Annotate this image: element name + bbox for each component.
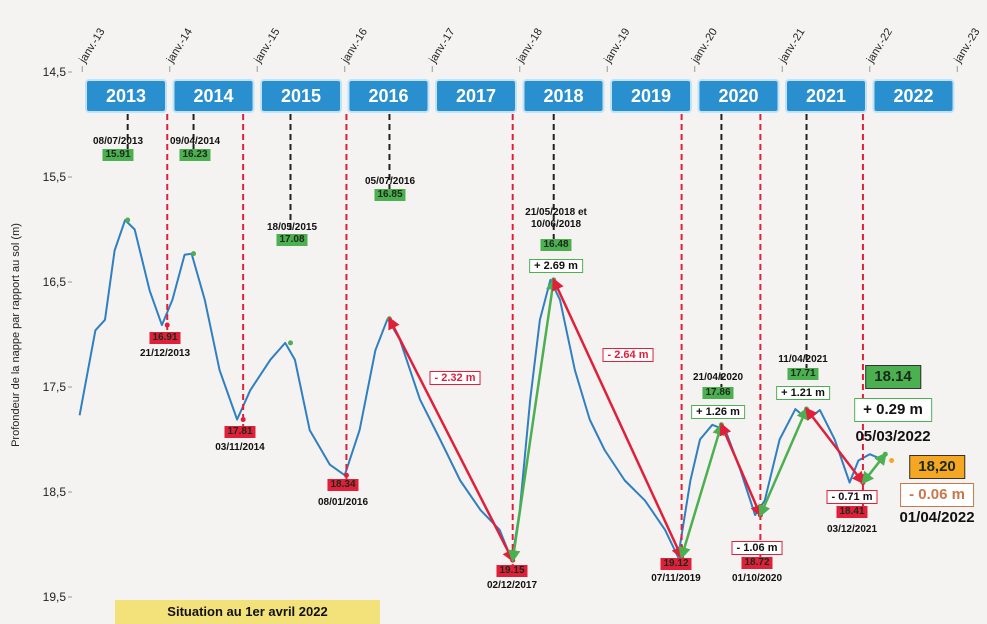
year-box (610, 79, 692, 113)
annotation-change: + 1.26 m (691, 405, 745, 419)
annotation-date: 11/04/2021 (778, 354, 828, 365)
annotation-change: - 1.06 m (731, 541, 783, 555)
annotation-date: 21/04/2020 (692, 372, 744, 383)
annotation-date: 08/01/2016 (317, 497, 369, 508)
y-tick-label: 19,5 (42, 590, 66, 604)
change-arrow (507, 277, 559, 563)
annotation-value: 16.48 (540, 239, 572, 251)
annotation-value: 18.34 (327, 479, 359, 491)
point (164, 322, 170, 328)
year-box (697, 79, 780, 113)
x-tick-label: janv.-21 (777, 26, 808, 66)
annotation-value: 16.85 (374, 189, 406, 201)
annotation-value: 18.72 (741, 557, 773, 569)
annotation-date: 21/05/2018 et 10/06/2018 (525, 207, 587, 230)
year-box (435, 79, 517, 113)
annotation-value: 16.91 (149, 332, 181, 344)
annotation-value: 17.81 (224, 426, 256, 438)
year-label: 2020 (718, 86, 758, 106)
annotation-date: 05/07/2016 (364, 176, 416, 187)
year-box (522, 79, 605, 113)
y-tick-label: 17,5 (42, 380, 66, 394)
x-tick-label: janv.-22 (864, 26, 895, 66)
annotation-date: 03/12/2021 (826, 524, 878, 535)
annotation-value: 17.08 (276, 234, 308, 246)
y-tick-label: 14,5 (42, 65, 66, 79)
year-label: 2016 (368, 86, 408, 106)
year-box (347, 79, 430, 113)
change-arrow (758, 406, 809, 518)
year-label: 2013 (106, 86, 146, 106)
x-tick-label: janv.-15 (252, 26, 283, 66)
x-tick-label: janv.-17 (427, 26, 458, 66)
point (240, 417, 246, 423)
change-arrow (719, 422, 763, 518)
x-tick-label: janv.-14 (164, 26, 195, 66)
change-arrow (805, 407, 865, 485)
change-arrow (552, 277, 684, 560)
point (889, 458, 895, 463)
year-box (85, 79, 167, 113)
change-label: - 2.32 m (429, 371, 481, 385)
change-arrow (388, 316, 514, 563)
footer: Situation au 1er avril 2022 (115, 600, 380, 624)
change-arrow (678, 422, 725, 560)
annotation-date: 09/04/2014 (169, 136, 221, 147)
year-label: 2021 (806, 86, 846, 106)
year-label: 2014 (193, 86, 233, 106)
annotation-date: 02/12/2017 (486, 580, 538, 591)
year-label: 2015 (281, 86, 321, 106)
annotation-date: 01/04/2022 (899, 509, 975, 526)
y-tick-label: 15,5 (42, 170, 66, 184)
annotation-date: 07/11/2019 (651, 573, 701, 584)
annotation-date: 21/12/2013 (139, 348, 191, 359)
y-axis-label: Profondeur de la nappe par rapport au so… (10, 223, 22, 447)
point (287, 340, 293, 346)
point (191, 251, 197, 257)
year-label: 2017 (456, 86, 496, 106)
year-box (260, 79, 342, 113)
change-label: - 2.64 m (602, 348, 654, 362)
annotation-change: + 2.69 m (529, 259, 583, 273)
x-tick-label: janv.-16 (339, 26, 370, 66)
annotation-change: - 0.06 m (900, 483, 974, 507)
x-tick-label: janv.-13 (77, 26, 108, 66)
annotation-value: 18,20 (909, 455, 965, 479)
annotation-value: 17.71 (787, 368, 819, 380)
annotation-value: 18.14 (865, 365, 921, 389)
annotation-value: 19.12 (660, 558, 692, 570)
year-box (785, 79, 867, 113)
x-tick-label: janv.-20 (689, 26, 720, 66)
x-tick-label: janv.-19 (602, 26, 633, 66)
annotation-date: 01/10/2020 (731, 573, 783, 584)
annotation-date: 03/11/2014 (215, 442, 265, 453)
point (343, 472, 349, 478)
year-label: 2019 (631, 86, 671, 106)
annotation-date: 08/07/2013 (92, 136, 144, 147)
annotation-value: 17.86 (702, 387, 734, 399)
annotation-value: 15.91 (102, 149, 134, 161)
annotation-date: 18/05/2015 (266, 222, 318, 233)
annotation-value: 18.41 (836, 506, 868, 518)
point (125, 217, 131, 223)
x-tick-label: janv.-18 (514, 26, 545, 66)
change-arrow (861, 452, 887, 485)
year-box (172, 79, 255, 113)
annotation-value: 19.15 (496, 565, 528, 577)
annotation-change: + 0.29 m (854, 398, 932, 422)
y-tick-label: 16,5 (42, 275, 66, 289)
year-box (872, 79, 955, 113)
annotation-change: + 1.21 m (776, 386, 830, 400)
year-label: 2022 (893, 86, 933, 106)
y-tick-label: 18,5 (42, 485, 66, 499)
x-tick-label: janv.-23 (952, 26, 983, 66)
annotation-change: - 0.71 m (826, 490, 878, 504)
annotation-value: 16.23 (179, 149, 211, 161)
annotation-date: 05/03/2022 (855, 428, 931, 445)
year-label: 2018 (543, 86, 583, 106)
